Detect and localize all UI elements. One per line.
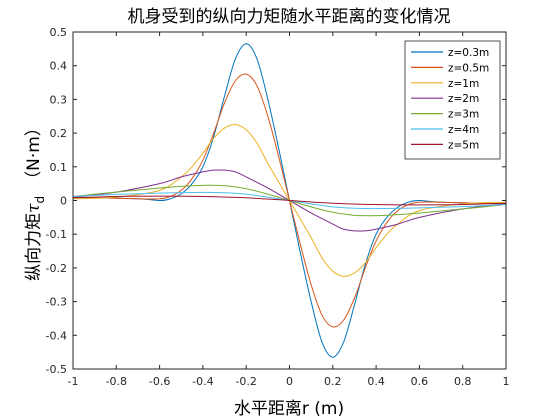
legend-entry-label: z=0.3m — [448, 47, 489, 59]
y-tick-label: -0.2 — [46, 262, 67, 275]
y-tick-label: -0.4 — [46, 329, 67, 342]
legend-box — [404, 40, 501, 160]
legend-entry-label: z=2m — [448, 93, 479, 105]
x-tick-label: 0.4 — [367, 375, 385, 388]
y-tick-label: 0.2 — [50, 127, 68, 140]
y-axis-label-unit: （N·m） — [24, 119, 44, 188]
chart-title: 机身受到的纵向力矩随水平距离的变化情况 — [128, 7, 451, 27]
y-axis-label-symbol: τ — [24, 203, 44, 213]
x-tick-label: -0.2 — [235, 375, 256, 388]
y-tick-label: 0.3 — [50, 93, 68, 106]
y-axis-ticks: -0.5 -0.4 -0.3 -0.2 -0.1 0 0.1 0.2 0.3 0.4 0.5 — [46, 26, 506, 376]
legend-entry-label: z=4m — [448, 124, 479, 136]
legend: z=0.3m z=0.5m z=1m z=2m z=3m z=4m z=5m — [404, 40, 501, 160]
x-tick-label: 1 — [503, 375, 510, 388]
y-tick-label: 0.4 — [50, 60, 68, 73]
x-tick-label: 0 — [286, 375, 293, 388]
series-layer — [72, 43, 507, 358]
y-tick-label: -0.3 — [46, 296, 67, 309]
y-tick-label: 0.5 — [50, 26, 68, 39]
series-line-z=5m — [72, 195, 507, 206]
legend-entry-label: z=1m — [448, 78, 479, 90]
x-axis-ticks: -1 -0.8 -0.6 -0.4 -0.2 0 0.2 0.4 0.6 0.8 1 — [68, 32, 510, 388]
x-tick-label: -1 — [68, 375, 79, 388]
legend-entry-label: z=3m — [448, 109, 479, 121]
y-tick-label: -0.5 — [46, 363, 67, 376]
y-axis-label-text: 纵向力矩 — [24, 213, 44, 281]
x-tick-label: -0.4 — [192, 375, 213, 388]
x-tick-label: 0.2 — [324, 375, 342, 388]
x-tick-label: 0.6 — [411, 375, 429, 388]
x-tick-label: -0.8 — [106, 375, 127, 388]
y-tick-label: -0.1 — [46, 228, 67, 241]
legend-entry-label: z=0.5m — [448, 62, 489, 74]
x-axis-label: 水平距离r (m) — [234, 399, 344, 419]
y-tick-label: 0.1 — [50, 161, 68, 174]
y-axis-label-subscript: d — [33, 196, 47, 204]
y-tick-label: 0 — [60, 195, 67, 208]
x-tick-label: 0.8 — [454, 375, 472, 388]
legend-entry-label: z=5m — [448, 139, 479, 151]
y-axis-label: 纵向力矩τd （N·m） — [24, 119, 47, 281]
x-tick-label: -0.6 — [149, 375, 170, 388]
